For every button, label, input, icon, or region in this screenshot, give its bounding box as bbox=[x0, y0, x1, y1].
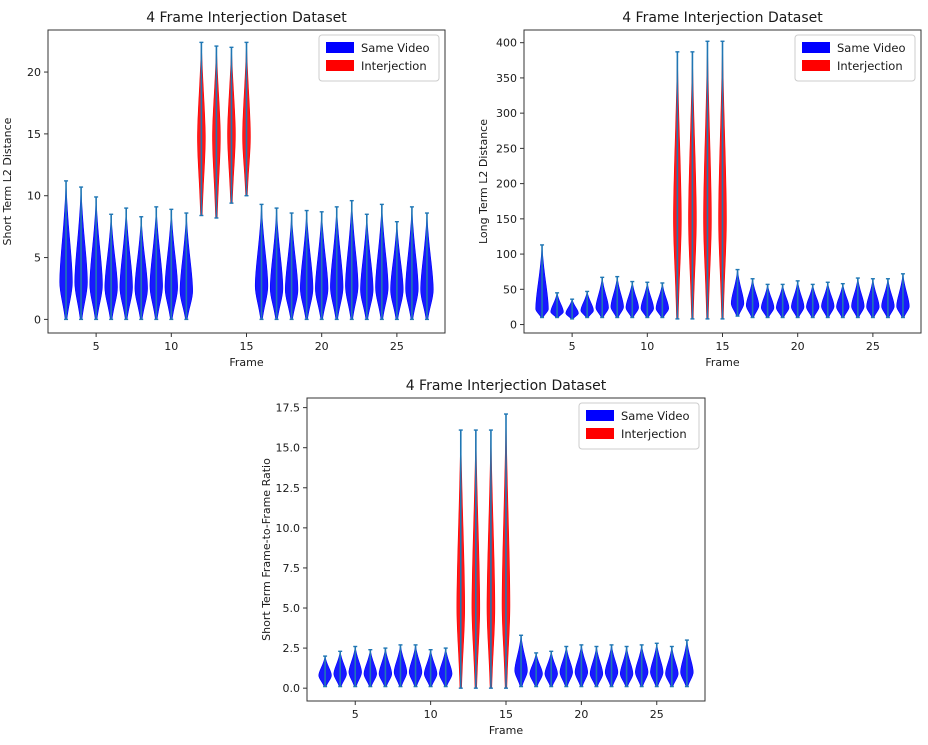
chart-2-legend-swatch-1 bbox=[802, 42, 830, 53]
chart-1-legend-label-1: Same Video bbox=[361, 41, 430, 55]
chart-2-x-tick-label: 25 bbox=[866, 340, 880, 353]
chart-1-y-tick-label: 20 bbox=[27, 66, 41, 79]
chart-1-title: 4 Frame Interjection Dataset bbox=[146, 10, 347, 26]
chart-1-y-tick-label: 15 bbox=[27, 128, 41, 141]
chart-3-y-tick-label: 10.0 bbox=[276, 522, 301, 535]
chart-2-x-tick-label: 20 bbox=[791, 340, 805, 353]
chart-3-y-tick-label: 15.0 bbox=[276, 442, 301, 455]
chart-1-x-tick-label: 15 bbox=[240, 340, 254, 353]
chart-2-x-axis-label: Frame bbox=[705, 356, 740, 369]
chart-2-x-tick-label: 10 bbox=[640, 340, 654, 353]
chart-1-y-tick-label: 10 bbox=[27, 190, 41, 203]
chart-2-y-tick-label: 100 bbox=[496, 248, 517, 261]
chart-3-legend-swatch-2 bbox=[586, 428, 614, 439]
chart-2-y-tick-label: 50 bbox=[503, 283, 517, 296]
chart-1: 4 Frame Interjection Dataset 5 10 15 20 25 0 5 1… bbox=[1, 10, 446, 369]
chart-2-legend-label-1: Same Video bbox=[837, 41, 906, 55]
chart-1-y-axis-label: Short Term L2 Distance bbox=[1, 117, 14, 245]
chart-3-x-tick-label: 20 bbox=[574, 708, 588, 721]
chart-1-x-tick-label: 10 bbox=[164, 340, 178, 353]
chart-3-y-tick-label: 0.0 bbox=[283, 682, 301, 695]
chart-3-title: 4 Frame Interjection Dataset bbox=[406, 378, 607, 394]
chart-3-y-tick-label: 2.5 bbox=[283, 642, 301, 655]
chart-3-x-tick-label: 5 bbox=[352, 708, 359, 721]
chart-3-y-tick-label: 7.5 bbox=[283, 562, 301, 575]
chart-3-y-tick-label: 12.5 bbox=[276, 482, 301, 495]
chart-3-x-tick-label: 15 bbox=[499, 708, 513, 721]
chart-3-x-tick-label: 10 bbox=[424, 708, 438, 721]
chart-3-legend-swatch-1 bbox=[586, 410, 614, 421]
chart-2-y-axis-label: Long Term L2 Distance bbox=[477, 119, 490, 244]
chart-1-x-tick-label: 25 bbox=[390, 340, 404, 353]
chart-1-x-tick-label: 20 bbox=[315, 340, 329, 353]
chart-3-legend-label-1: Same Video bbox=[621, 409, 690, 423]
chart-1-y-tick-label: 0 bbox=[34, 313, 41, 326]
chart-3-legend-label-2: Interjection bbox=[621, 427, 687, 441]
chart-2-x-tick-label: 5 bbox=[569, 340, 576, 353]
chart-2-x-tick-label: 15 bbox=[716, 340, 730, 353]
chart-2-title: 4 Frame Interjection Dataset bbox=[622, 10, 823, 26]
chart-2-y-tick-label: 400 bbox=[496, 37, 517, 50]
chart-1-y-tick-label: 5 bbox=[34, 252, 41, 265]
chart-1-legend-swatch-2 bbox=[326, 60, 354, 71]
chart-2-y-tick-label: 250 bbox=[496, 142, 517, 155]
chart-2-y-tick-label: 300 bbox=[496, 107, 517, 120]
chart-1-x-axis-label: Frame bbox=[229, 356, 264, 369]
chart-3-y-axis-label: Short Term Frame-to-Frame Ratio bbox=[260, 458, 273, 641]
chart-2-y-tick-label: 200 bbox=[496, 178, 517, 191]
chart-3-x-tick-label: 25 bbox=[650, 708, 664, 721]
chart-3-x-axis-label: Frame bbox=[489, 724, 524, 737]
chart-3-y-tick-label: 5.0 bbox=[283, 602, 301, 615]
chart-2-legend-swatch-2 bbox=[802, 60, 830, 71]
chart-3-y-tick-label: 17.5 bbox=[276, 402, 301, 415]
chart-1-x-tick-label: 5 bbox=[93, 340, 100, 353]
chart-1-legend-label-2: Interjection bbox=[361, 59, 427, 73]
chart-2-y-tick-label: 350 bbox=[496, 72, 517, 85]
chart-2-legend-label-2: Interjection bbox=[837, 59, 903, 73]
chart-2-y-tick-label: 0 bbox=[510, 319, 517, 332]
chart-1-legend-swatch-1 bbox=[326, 42, 354, 53]
chart-3: 4 Frame Interjection Dataset 5 10 15 20 25 0.0… bbox=[260, 378, 706, 737]
chart-2-y-tick-label: 150 bbox=[496, 213, 517, 226]
